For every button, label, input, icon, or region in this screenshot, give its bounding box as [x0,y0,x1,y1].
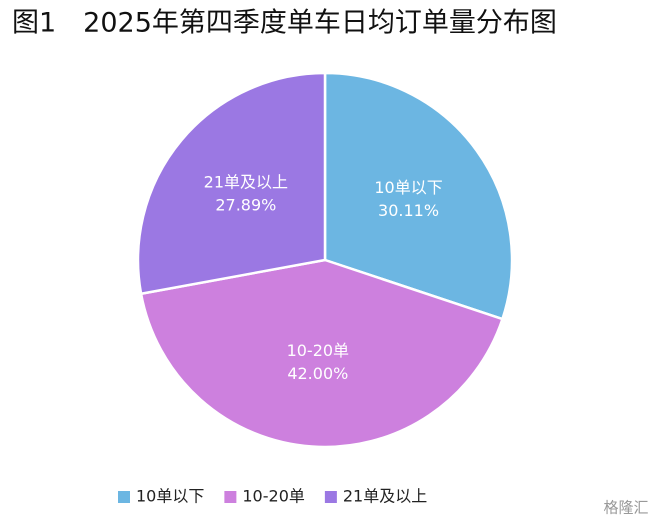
legend-swatch [118,491,130,503]
legend-swatch [324,491,337,503]
legend-label: 10-20单 [242,487,305,506]
slice-label: 10-20单 [287,341,350,360]
slice-label: 10单以下 [374,178,442,197]
legend-label: 10单以下 [136,487,204,506]
value-label: 30.11% [378,201,439,220]
pie-slice [139,258,505,449]
legend-swatch [224,491,237,503]
watermark: 格隆汇 [603,499,648,517]
value-label: 27.89% [215,196,276,215]
legend-label: 21单及以上 [343,487,427,506]
pie-slice [323,71,514,321]
chart-title: 图1 2025年第四季度单车日均订单量分布图 [12,8,557,39]
value-label: 42.00% [287,364,348,383]
slice-label: 21单及以上 [204,173,288,192]
pie-slice [136,71,327,296]
